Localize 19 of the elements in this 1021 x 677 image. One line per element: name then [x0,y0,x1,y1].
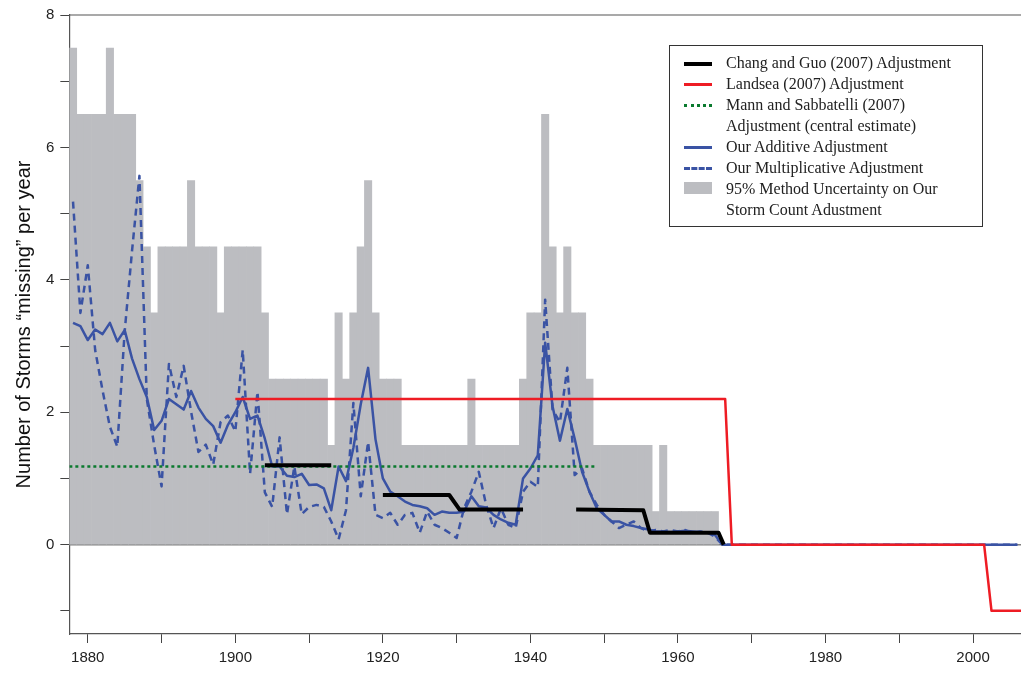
y-tick-label: 2 [46,402,55,420]
y-tick-label: 6 [46,137,55,155]
x-tick-label: 1920 [366,648,400,666]
x-tick-label: 1960 [661,648,695,666]
legend-label: Our Additive Adjustment [726,137,888,157]
y-tick-label: 0 [46,534,55,552]
y-axis-title: Number of Storms “missing” per year [11,160,34,489]
legend-label: Chang and Guo (2007) Adjustment [726,53,951,73]
x-tick-label: 1980 [808,648,843,666]
legend-label: 95% Method Uncertainty on Our Storm Count Adustment [726,179,939,220]
y-tick-label: 4 [46,269,55,287]
x-tick-label: 1880 [71,648,105,666]
legend-label: Mann and Sabbatelli (2007) Adjustment (central estimate) [726,95,918,136]
x-tick-label: 1940 [513,648,548,666]
legend-label: Our Multiplicative Adjustment [726,158,924,178]
y-tick-label: 8 [46,5,55,23]
legend-label: Landsea (2007) Adjustment [726,74,904,94]
x-tick-label: 2000 [956,648,990,666]
x-tick-label: 1900 [218,648,253,666]
